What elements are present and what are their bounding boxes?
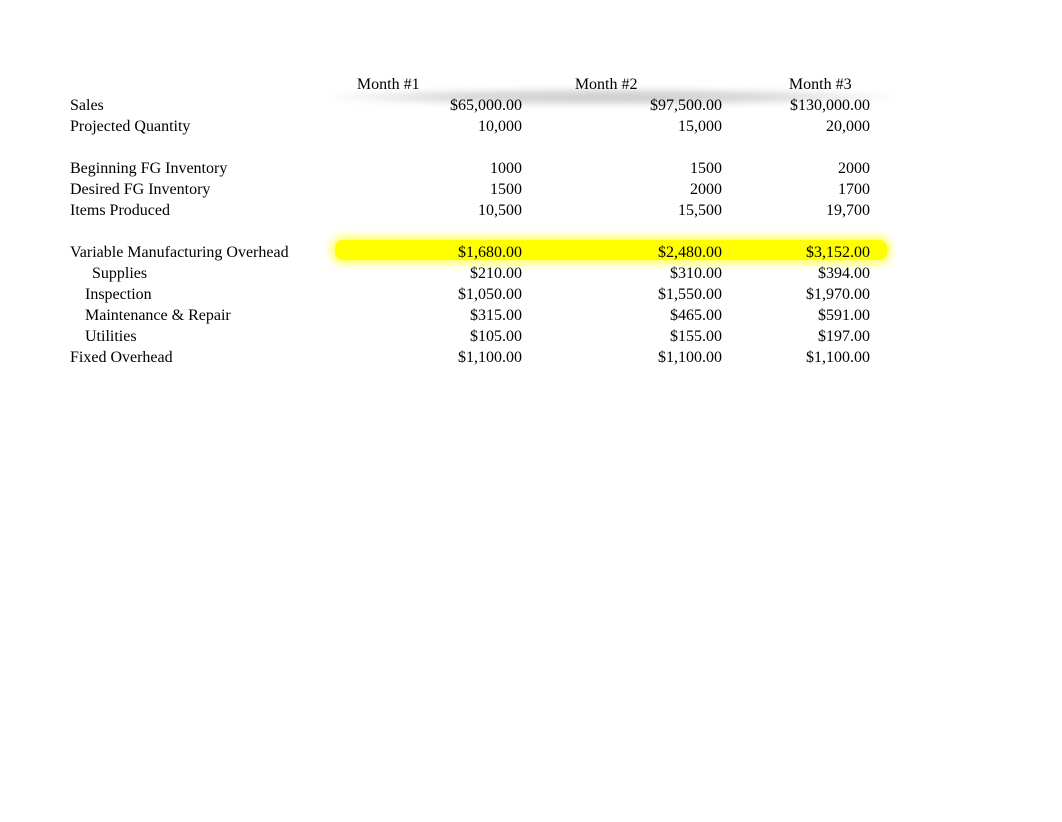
projected-qty-m3: 20,000 <box>722 116 870 137</box>
row-fixed-overhead: Fixed Overhead $1,100.00 $1,100.00 $1,10… <box>70 347 890 368</box>
var-overhead-m1: $1,680.00 <box>340 242 522 263</box>
inspection-m3: $1,970.00 <box>722 284 870 305</box>
label-inspection: Inspection <box>70 284 340 305</box>
header-month-3: Month #3 <box>750 74 890 95</box>
budget-table: Month #1 Month #2 Month #3 Sales $65,000… <box>70 74 890 368</box>
utilities-m1: $105.00 <box>340 326 522 347</box>
begin-fg-m3: 2000 <box>722 158 870 179</box>
spacer-1 <box>70 137 890 158</box>
supplies-m3: $394.00 <box>722 263 870 284</box>
projected-qty-m2: 15,000 <box>522 116 722 137</box>
row-maintenance: Maintenance & Repair $315.00 $465.00 $59… <box>70 305 890 326</box>
spacer-2 <box>70 221 890 242</box>
fixed-overhead-m3: $1,100.00 <box>722 347 870 368</box>
label-items-produced: Items Produced <box>70 200 340 221</box>
inspection-m2: $1,550.00 <box>522 284 722 305</box>
var-overhead-m3: $3,152.00 <box>722 242 870 263</box>
header-month-1: Month #1 <box>325 74 452 95</box>
projected-qty-m1: 10,000 <box>340 116 522 137</box>
label-var-overhead: Variable Manufacturing Overhead <box>70 242 340 263</box>
begin-fg-m2: 1500 <box>522 158 722 179</box>
row-items-produced: Items Produced 10,500 15,500 19,700 <box>70 200 890 221</box>
row-inspection: Inspection $1,050.00 $1,550.00 $1,970.00 <box>70 284 890 305</box>
label-fixed-overhead: Fixed Overhead <box>70 347 340 368</box>
inspection-m1: $1,050.00 <box>340 284 522 305</box>
row-supplies: Supplies $210.00 $310.00 $394.00 <box>70 263 890 284</box>
supplies-m1: $210.00 <box>340 263 522 284</box>
header-month-2: Month #2 <box>512 74 701 95</box>
label-sales: Sales <box>70 95 340 116</box>
begin-fg-m1: 1000 <box>340 158 522 179</box>
items-produced-m1: 10,500 <box>340 200 522 221</box>
row-var-overhead: Variable Manufacturing Overhead $1,680.0… <box>70 242 890 263</box>
row-begin-fg: Beginning FG Inventory 1000 1500 2000 <box>70 158 890 179</box>
maintenance-m2: $465.00 <box>522 305 722 326</box>
header-row: Month #1 Month #2 Month #3 <box>70 74 890 95</box>
utilities-m3: $197.00 <box>722 326 870 347</box>
desired-fg-m1: 1500 <box>340 179 522 200</box>
label-desired-fg: Desired FG Inventory <box>70 179 340 200</box>
row-projected-qty: Projected Quantity 10,000 15,000 20,000 <box>70 116 890 137</box>
fixed-overhead-m1: $1,100.00 <box>340 347 522 368</box>
maintenance-m3: $591.00 <box>722 305 870 326</box>
sales-m3: $130,000.00 <box>722 95 870 116</box>
label-projected-qty: Projected Quantity <box>70 116 340 137</box>
var-overhead-m2: $2,480.00 <box>522 242 722 263</box>
maintenance-m1: $315.00 <box>340 305 522 326</box>
utilities-m2: $155.00 <box>522 326 722 347</box>
label-maintenance: Maintenance & Repair <box>70 305 340 326</box>
row-desired-fg: Desired FG Inventory 1500 2000 1700 <box>70 179 890 200</box>
row-sales: Sales $65,000.00 $97,500.00 $130,000.00 <box>70 95 890 116</box>
label-supplies: Supplies <box>70 263 340 284</box>
fixed-overhead-m2: $1,100.00 <box>522 347 722 368</box>
sales-m2: $97,500.00 <box>522 95 722 116</box>
desired-fg-m3: 1700 <box>722 179 870 200</box>
items-produced-m2: 15,500 <box>522 200 722 221</box>
sales-m1: $65,000.00 <box>340 95 522 116</box>
items-produced-m3: 19,700 <box>722 200 870 221</box>
label-utilities: Utilities <box>70 326 340 347</box>
label-begin-fg: Beginning FG Inventory <box>70 158 340 179</box>
supplies-m2: $310.00 <box>522 263 722 284</box>
row-utilities: Utilities $105.00 $155.00 $197.00 <box>70 326 890 347</box>
desired-fg-m2: 2000 <box>522 179 722 200</box>
